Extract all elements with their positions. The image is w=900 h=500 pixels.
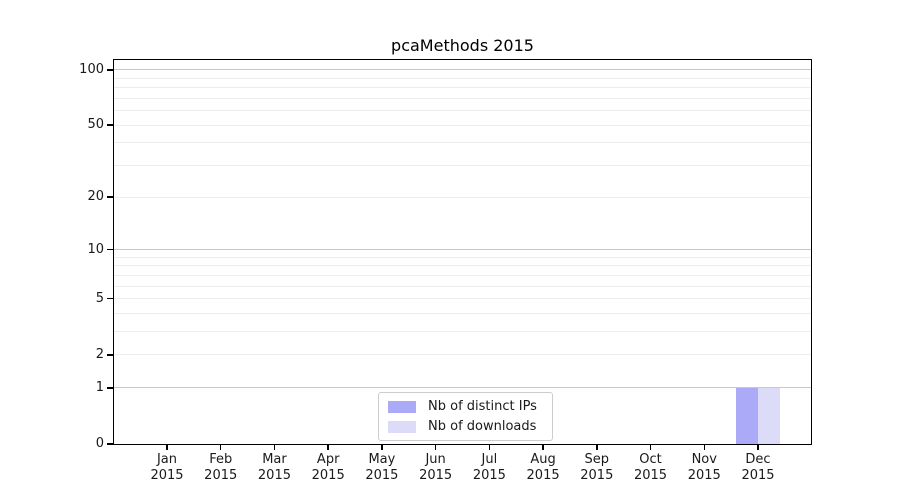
minor-gridline — [114, 110, 811, 112]
y-tick-mark — [107, 297, 113, 300]
legend-swatch-distinct-ips-icon — [388, 400, 416, 413]
y-tick-mark — [107, 443, 113, 445]
y-tick-mark — [107, 196, 113, 198]
x-tick-mark — [327, 445, 329, 450]
y-tick-label: 0 — [95, 436, 104, 451]
y-tick-mark — [107, 69, 113, 71]
minor-gridline — [114, 274, 811, 276]
major-gridline — [114, 298, 811, 300]
y-tick-mark — [107, 248, 113, 251]
minor-gridline — [114, 142, 811, 144]
y-tick-label: 20 — [87, 189, 104, 205]
x-tick-mark — [273, 445, 276, 450]
y-tick-label: 100 — [79, 61, 104, 77]
chart-title: pcaMethods 2015 — [391, 36, 534, 55]
x-tick-label: Jun 2015 — [419, 452, 453, 483]
x-tick-mark — [542, 445, 544, 450]
bar-downloads — [758, 387, 780, 444]
x-tick-label: Jul 2015 — [472, 452, 506, 483]
y-tick-label: 10 — [87, 241, 104, 257]
minor-gridline — [114, 87, 811, 89]
x-tick-mark — [488, 445, 491, 450]
y-tick-mark — [107, 124, 113, 126]
x-tick-mark — [757, 445, 759, 450]
x-tick-mark — [219, 445, 222, 450]
y-tick-label: 50 — [87, 117, 104, 133]
x-tick-label: Jan 2015 — [150, 452, 184, 483]
major-gridline — [114, 249, 811, 251]
x-tick-mark — [596, 445, 598, 450]
legend-item-distinct-ips: Nb of distinct IPs — [388, 399, 543, 414]
minor-gridline — [114, 265, 811, 267]
y-tick-mark — [107, 387, 113, 389]
x-tick-mark — [703, 445, 706, 450]
x-tick-label: Dec 2015 — [741, 452, 775, 483]
minor-gridline — [114, 331, 811, 333]
legend: Nb of distinct IPs Nb of downloads — [378, 392, 553, 441]
minor-gridline — [114, 97, 811, 99]
major-gridline — [114, 387, 811, 389]
legend-label-downloads: Nb of downloads — [428, 419, 537, 434]
major-gridline — [114, 69, 811, 71]
x-tick-label: May 2015 — [365, 452, 399, 483]
minor-gridline — [114, 256, 811, 258]
major-gridline — [114, 196, 811, 198]
x-tick-label: Apr 2015 — [311, 452, 345, 483]
y-tick-label: 1 — [95, 379, 104, 395]
y-tick-label: 2 — [95, 346, 104, 362]
x-tick-mark — [649, 445, 652, 450]
legend-label-distinct-ips: Nb of distinct IPs — [428, 399, 537, 414]
minor-gridline — [114, 165, 811, 167]
y-tick-mark — [107, 354, 113, 356]
major-gridline — [114, 354, 811, 356]
legend-item-downloads: Nb of downloads — [388, 419, 543, 434]
minor-gridline — [114, 77, 811, 79]
x-tick-label: Mar 2015 — [257, 452, 291, 483]
minor-gridline — [114, 285, 811, 287]
plot-area: Nb of distinct IPs Nb of downloads — [113, 59, 812, 445]
x-tick-label: Feb 2015 — [204, 452, 238, 483]
legend-swatch-downloads-icon — [388, 420, 416, 433]
x-tick-mark — [166, 445, 168, 450]
x-tick-label: Nov 2015 — [687, 452, 721, 483]
bar-distinct-ips — [736, 387, 758, 444]
x-tick-mark — [434, 445, 437, 450]
major-gridline — [114, 124, 811, 126]
x-tick-label: Sep 2015 — [580, 452, 614, 483]
x-tick-label: Oct 2015 — [633, 452, 668, 483]
minor-gridline — [114, 313, 811, 314]
x-tick-mark — [381, 445, 383, 450]
y-tick-label: 5 — [95, 290, 104, 306]
x-tick-label: Aug 2015 — [526, 452, 560, 483]
